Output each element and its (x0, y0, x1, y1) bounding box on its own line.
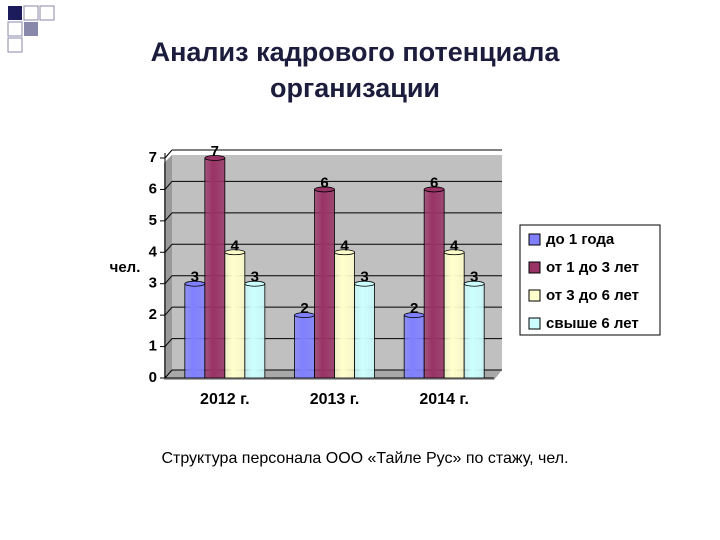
bar-cap (443, 249, 465, 256)
data-label: 2 (300, 300, 308, 317)
legend-swatch (528, 289, 541, 302)
x-tick-label: 2014 г. (419, 391, 469, 408)
bar (334, 251, 355, 379)
y-tick-label: 5 (149, 212, 157, 229)
data-label: 6 (430, 174, 438, 191)
grid-line (164, 275, 173, 285)
bar (184, 283, 206, 379)
grid-line (164, 181, 173, 190)
x-tick-label: 2012 г. (200, 391, 250, 408)
grid-line (164, 338, 173, 347)
bar (244, 283, 266, 379)
caption: Структура персонала ООО «Тайле Рус» по с… (161, 450, 569, 467)
y-tick-label: 4 (149, 243, 158, 260)
bar (443, 251, 465, 379)
bar (403, 314, 425, 379)
logo (7, 5, 55, 53)
data-label: 4 (231, 237, 240, 254)
y-tick-label: 7 (149, 149, 157, 166)
bar (204, 157, 226, 379)
data-label: 4 (340, 237, 349, 254)
x-tick-label: 2013 г. (310, 391, 360, 408)
y-tick-label: 3 (149, 275, 157, 292)
grid-line (164, 243, 173, 253)
bar (314, 189, 335, 379)
y-tick-label: 0 (149, 369, 157, 386)
grid-line (164, 212, 173, 222)
data-label: 4 (450, 237, 459, 254)
legend-label: от 1 до 3 лет (546, 259, 639, 276)
legend-label: свыше 6 лет (546, 315, 639, 332)
bar-cap (314, 186, 335, 193)
legend-box (519, 224, 661, 336)
bar (423, 189, 445, 379)
y-axis-label: чел. (110, 259, 141, 276)
legend-swatch (528, 233, 541, 246)
grid-line (164, 149, 173, 159)
bar (354, 283, 375, 379)
y-tick-label: 6 (149, 180, 157, 197)
bar-cap (244, 280, 266, 287)
data-label: 3 (191, 269, 199, 286)
legend-swatch (528, 261, 541, 274)
legend-label: от 3 до 6 лет (546, 287, 639, 304)
bar-cap (204, 155, 226, 161)
bar (463, 283, 485, 379)
data-label: 2 (410, 300, 418, 317)
data-label: 3 (251, 269, 259, 286)
grid-line (164, 369, 173, 379)
bar-cap (354, 280, 375, 287)
y-tick-label: 2 (149, 306, 157, 323)
bar-cap (463, 280, 485, 287)
bar (294, 314, 315, 379)
grid-line (164, 306, 173, 316)
legend-label: до 1 года (546, 231, 615, 248)
bar-cap (334, 249, 355, 256)
bar-cap (423, 186, 445, 193)
bar (224, 251, 246, 379)
y-tick-label: 1 (149, 338, 157, 355)
legend-swatch (528, 317, 541, 330)
data-label: 3 (470, 269, 478, 286)
data-label: 7 (211, 143, 219, 160)
data-label: 6 (320, 174, 328, 191)
data-label: 3 (360, 269, 368, 286)
bar-cap (224, 249, 246, 256)
side-wall (164, 155, 172, 380)
slide-title: Анализ кадрового потенциала организации (150, 37, 560, 103)
